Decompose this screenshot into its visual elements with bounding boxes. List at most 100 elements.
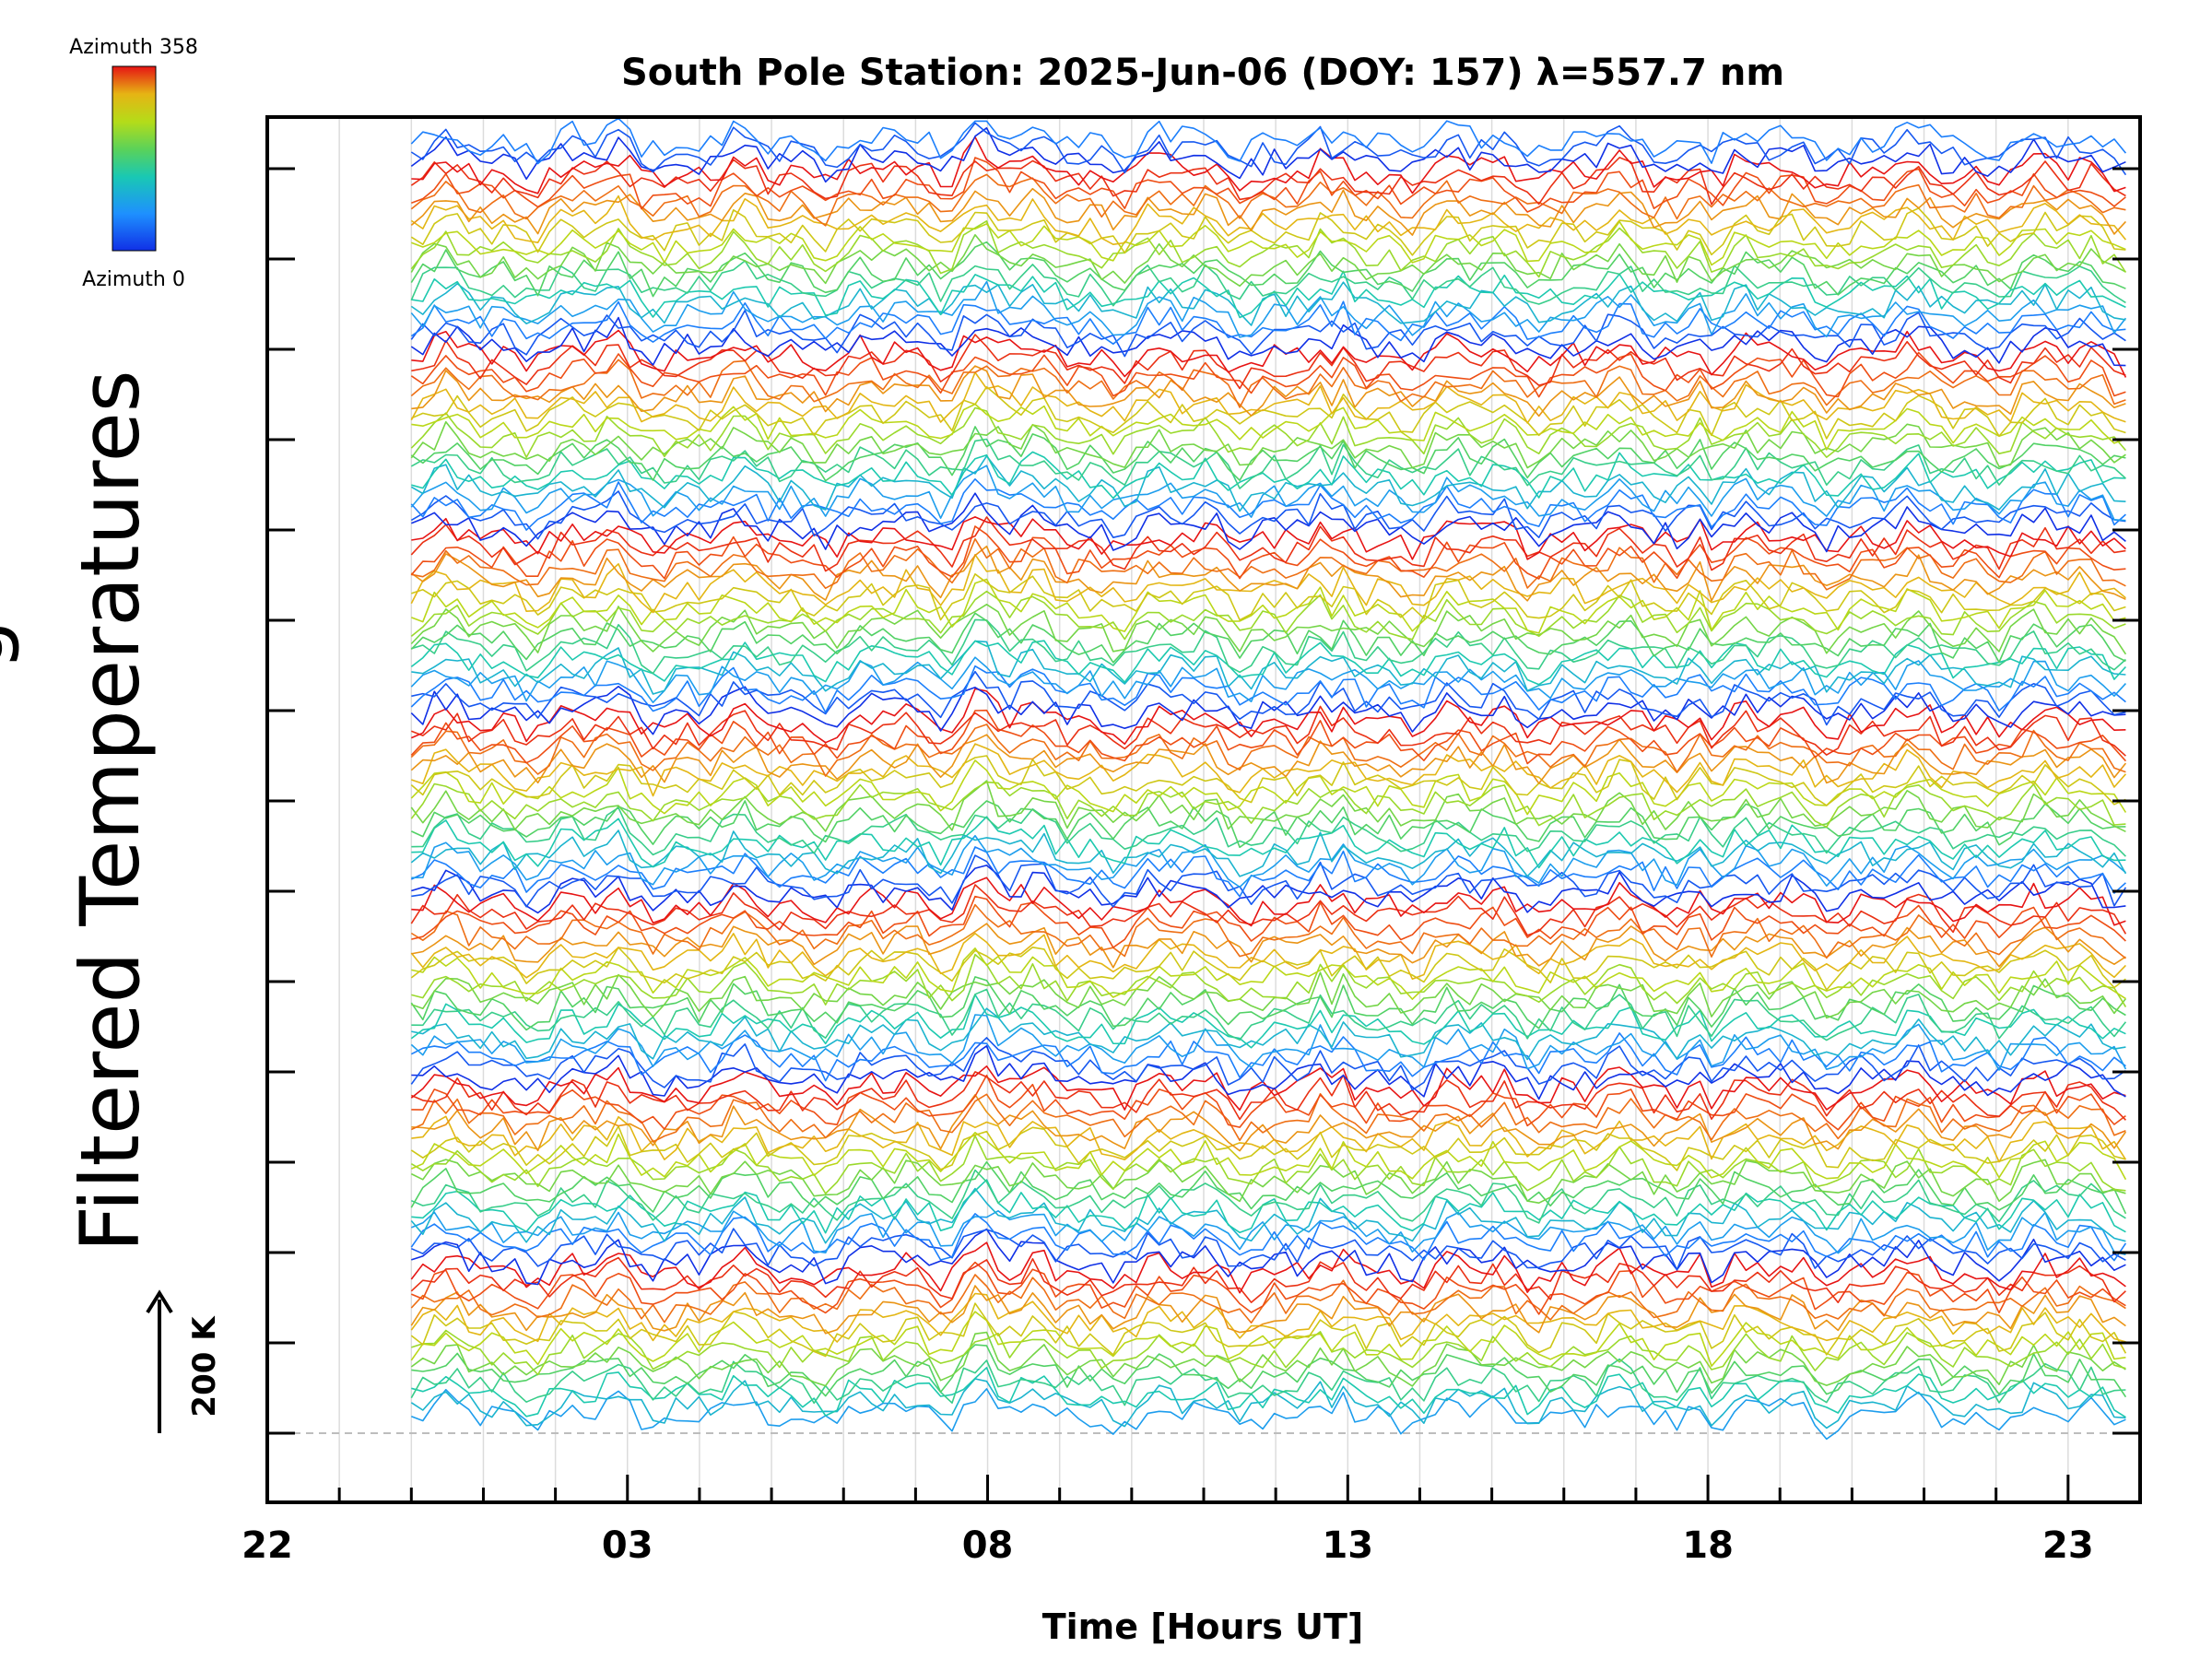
series-line (411, 953, 2127, 1008)
series-line (411, 578, 2126, 634)
series-line (410, 1241, 2126, 1294)
x-tick-label: 23 (2042, 1524, 2094, 1567)
x-tick-label: 08 (962, 1524, 1014, 1567)
series-line (410, 438, 2126, 489)
series-line (411, 947, 2126, 1000)
trace-group (410, 117, 2127, 1441)
series-line (411, 1179, 2126, 1234)
series-line (410, 709, 2126, 765)
series-line (410, 590, 2126, 641)
series-line (410, 1135, 2126, 1194)
series-line (411, 136, 2126, 194)
series-line (410, 280, 2127, 338)
series-line (410, 194, 2127, 245)
series-line (411, 451, 2126, 500)
x-axis-label: Time [Hours UT] (1042, 1606, 1364, 1647)
series-line (410, 310, 2126, 358)
series-line (411, 1094, 2127, 1152)
series-line (410, 947, 2126, 991)
series-line (411, 1045, 2126, 1100)
series-line (411, 1228, 2126, 1286)
series-line (411, 1344, 2127, 1398)
x-tick-label: 22 (241, 1524, 293, 1567)
series-line (410, 300, 2126, 345)
series-line (410, 426, 2126, 482)
series-line (410, 724, 2126, 777)
series-line (410, 157, 2126, 206)
series-line (410, 420, 2126, 469)
series-line (410, 1071, 2126, 1121)
series-line (411, 971, 2127, 1019)
series-line (411, 743, 2127, 797)
series-line (410, 1014, 2127, 1071)
series-line (410, 640, 2126, 686)
y-axis-label-clipped: g (0, 619, 21, 671)
series-line (411, 334, 2126, 390)
series-line (411, 1007, 2126, 1061)
series-line (410, 1032, 2126, 1082)
series-line (410, 465, 2126, 522)
series-line (411, 895, 2126, 948)
series-line (411, 705, 2126, 757)
series-line (410, 800, 2126, 849)
series-line (410, 127, 2126, 183)
series-line (410, 1210, 2126, 1255)
series-line (410, 478, 2126, 531)
series-line (410, 1159, 2126, 1204)
series-line (410, 759, 2127, 816)
azimuth-legend: Azimuth 358 Azimuth 0 (69, 36, 198, 291)
series-line (410, 545, 2126, 602)
series-line (410, 207, 2126, 256)
series-line (410, 755, 2126, 806)
series-line (410, 1358, 2126, 1406)
series-line (411, 270, 2126, 319)
series-line (410, 351, 2126, 398)
series-line (411, 618, 2126, 675)
series-line (410, 1228, 2126, 1271)
series-line (411, 537, 2126, 591)
series-line (410, 1125, 2126, 1171)
x-tick-label: 03 (602, 1524, 653, 1567)
series-line (411, 220, 2126, 266)
series-line (410, 781, 2126, 829)
series-line (411, 865, 2126, 914)
x-tick-label: 18 (1682, 1524, 1734, 1567)
series-line (410, 933, 2126, 980)
series-line (410, 686, 2126, 735)
series-line (410, 656, 2126, 703)
series-line (411, 1329, 2126, 1376)
series-line (411, 573, 2126, 621)
series-line (411, 816, 2126, 869)
series-line (410, 846, 2126, 898)
series-line (410, 604, 2127, 655)
series-line (411, 988, 2127, 1041)
series-line (410, 1093, 2126, 1143)
series-line (410, 316, 2126, 367)
y-ticks (267, 167, 2140, 1435)
series-line (411, 365, 2126, 418)
series-line (410, 386, 2126, 440)
series-line (410, 976, 2126, 1031)
series-line (410, 554, 2126, 614)
legend-bottom-label: Azimuth 0 (82, 268, 185, 291)
series-line (410, 122, 2127, 176)
y-axis-label: Filtered Temperatures (63, 370, 158, 1252)
series-line (410, 455, 2126, 512)
series-line (411, 403, 2126, 451)
series-line (410, 1261, 2126, 1315)
series-line (411, 806, 2126, 857)
series-line (410, 1160, 2127, 1215)
series-line (410, 359, 2126, 408)
series-line (410, 234, 2126, 288)
series-line (410, 1065, 2126, 1112)
scale-bar-label: 200 K (186, 1315, 223, 1418)
scale-arrow-head (146, 1289, 173, 1314)
series-line (410, 1187, 2126, 1244)
legend-colorbar (112, 65, 157, 252)
series-line (411, 640, 2126, 695)
series-line (410, 117, 2127, 165)
chart-title: South Pole Station: 2025-Jun-06 (DOY: 15… (621, 52, 1784, 94)
series-line (411, 516, 2126, 560)
series-line (410, 884, 2127, 936)
